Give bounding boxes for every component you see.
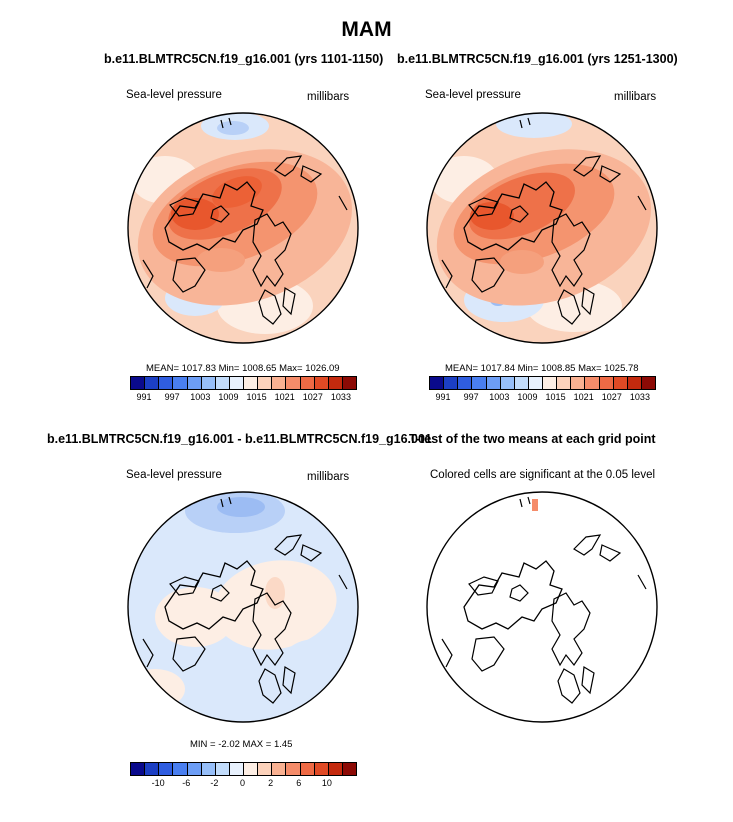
panel1-colorbar-box [229, 377, 244, 389]
panel2-colorbar-tick-label: 1003 [489, 392, 510, 402]
panel2-colorbar-box [599, 377, 614, 389]
panel3-colorbar-box [187, 763, 202, 775]
panel2-colorbar-box [514, 377, 529, 389]
panel2-colorbar-box [641, 377, 655, 389]
panel1-colorbar-tick-label: 1009 [218, 392, 239, 402]
panel2-title: b.e11.BLMTRC5CN.f19_g16.001 (yrs 1251-13… [397, 52, 678, 66]
panel2-colorbar-tick-label: 1009 [517, 392, 538, 402]
panel1-stats: MEAN= 1017.83 Min= 1008.65 Max= 1026.09 [146, 363, 340, 374]
panel3-colorbar-box [342, 763, 356, 775]
panel3-colorbar-box [131, 763, 146, 775]
panel3-colorbar-box [229, 763, 244, 775]
panel4-significance-label: Colored cells are significant at the 0.0… [430, 469, 656, 481]
panel2-polar-map [426, 112, 658, 344]
panel3-colorbar-tick-label: 10 [321, 778, 332, 788]
panel2-stats: MEAN= 1017.84 Min= 1008.85 Max= 1025.78 [445, 363, 639, 374]
panel1-colorbar-tick-label: 1027 [302, 392, 323, 402]
panel1-colorbar-box [131, 377, 146, 389]
panel2-colorbar-box [613, 377, 628, 389]
panel1-colorbar-tick-label: 1021 [274, 392, 295, 402]
panel2-colorbar-tick-label: 997 [463, 392, 479, 402]
panel1-colorbar-tick-label: 1033 [330, 392, 351, 402]
panel2-colorbar-box [458, 377, 473, 389]
panel2-colorbar-box [627, 377, 642, 389]
panel3-colorbar-box [201, 763, 216, 775]
panel3-colorbar-box [258, 763, 273, 775]
panel3-colorbar-box [159, 763, 174, 775]
panel1-colorbar-tick-label: 991 [136, 392, 152, 402]
panel4-ttest-map [426, 491, 658, 723]
panel2-colorbar-box [430, 377, 445, 389]
panel1-colorbar-box [300, 377, 315, 389]
panel1-colorbar-box [159, 377, 174, 389]
panel2-colorbar-box [472, 377, 487, 389]
panel1-units-label: millibars [307, 91, 350, 103]
panel3-colorbar-tick-label: -10 [151, 778, 165, 788]
panel1-colorbar-box [215, 377, 230, 389]
panel3-colorbar-tick-label: 0 [239, 778, 246, 788]
panel1-colorbar-tick-label: 997 [164, 392, 180, 402]
panel1-colorbar-box [286, 377, 301, 389]
panel2-colorbar-tick-label: 1015 [545, 392, 566, 402]
panel2-colorbar-box [528, 377, 543, 389]
panel3-colorbar-box [272, 763, 287, 775]
panel1-colorbar-box [187, 377, 202, 389]
panel3-colorbar-tick-label: 2 [268, 778, 274, 788]
panel2-colorbar-box [585, 377, 600, 389]
panel1-polar-map [127, 112, 359, 344]
panel1-variable-label: Sea-level pressure [126, 89, 222, 101]
panel1-colorbar-box [272, 377, 287, 389]
panel2-colorbar-tick-label: 1027 [601, 392, 622, 402]
panel2-colorbar-box [543, 377, 558, 389]
panel2-colorbar-tick-label: 1033 [629, 392, 650, 402]
panel3-colorbar-box [173, 763, 188, 775]
panel1-colorbar-ticks: 991 997 1003 1009 1015 1021 1027 1033 [130, 392, 355, 404]
panel1-colorbar-box [342, 377, 356, 389]
panel3-colorbar-box [314, 763, 329, 775]
panel2-colorbar-box [444, 377, 459, 389]
panel3-difference-map [127, 491, 359, 723]
panel1-colorbar-box [314, 377, 329, 389]
panel3-title: b.e11.BLMTRC5CN.f19_g16.001 - b.e11.BLMT… [47, 432, 432, 446]
panel3-units-label: millibars [307, 471, 350, 483]
panel1-colorbar [130, 376, 357, 390]
panel4-title: T-test of the two means at each grid poi… [409, 432, 656, 446]
panel3-colorbar-ticks: -10 -6 -2 0 2 6 10 [130, 778, 355, 790]
panel3-colorbar-box [328, 763, 343, 775]
main-title: MAM [341, 18, 392, 41]
panel2-colorbar [429, 376, 656, 390]
panel3-stats: MIN = -2.02 MAX = 1.45 [190, 739, 293, 750]
panel3-colorbar-tick-label: -6 [182, 778, 191, 788]
panel2-colorbar-box [486, 377, 501, 389]
panel3-colorbar-box [300, 763, 315, 775]
panel2-colorbar-box [571, 377, 586, 389]
panel2-colorbar-box [557, 377, 572, 389]
panel2-colorbar-box [500, 377, 515, 389]
panel1-colorbar-box [258, 377, 273, 389]
panel3-colorbar-box [244, 763, 259, 775]
panel1-colorbar-box [328, 377, 343, 389]
panel1-colorbar-box [173, 377, 188, 389]
panel3-colorbar [130, 762, 357, 776]
panel2-units-label: millibars [614, 91, 657, 103]
panel2-colorbar-tick-label: 991 [435, 392, 451, 402]
panel1-colorbar-box [201, 377, 216, 389]
panel2-colorbar-tick-label: 1021 [573, 392, 594, 402]
panel1-title: b.e11.BLMTRC5CN.f19_g16.001 (yrs 1101-11… [104, 52, 384, 66]
panel3-variable-label: Sea-level pressure [126, 469, 222, 481]
significant-cell [532, 499, 538, 511]
panel1-colorbar-tick-label: 1015 [246, 392, 267, 402]
panel1-colorbar-tick-label: 1003 [190, 392, 211, 402]
panel2-variable-label: Sea-level pressure [425, 89, 521, 101]
panel2-colorbar-ticks: 991 997 1003 1009 1015 1021 1027 1033 [429, 392, 654, 404]
panel3-colorbar-tick-label: -2 [210, 778, 219, 788]
panel3-colorbar-tick-label: 6 [296, 778, 302, 788]
panel1-colorbar-box [145, 377, 160, 389]
panel3-colorbar-box [286, 763, 301, 775]
panel3-colorbar-box [145, 763, 160, 775]
panel3-colorbar-box [215, 763, 230, 775]
panel1-colorbar-box [244, 377, 259, 389]
